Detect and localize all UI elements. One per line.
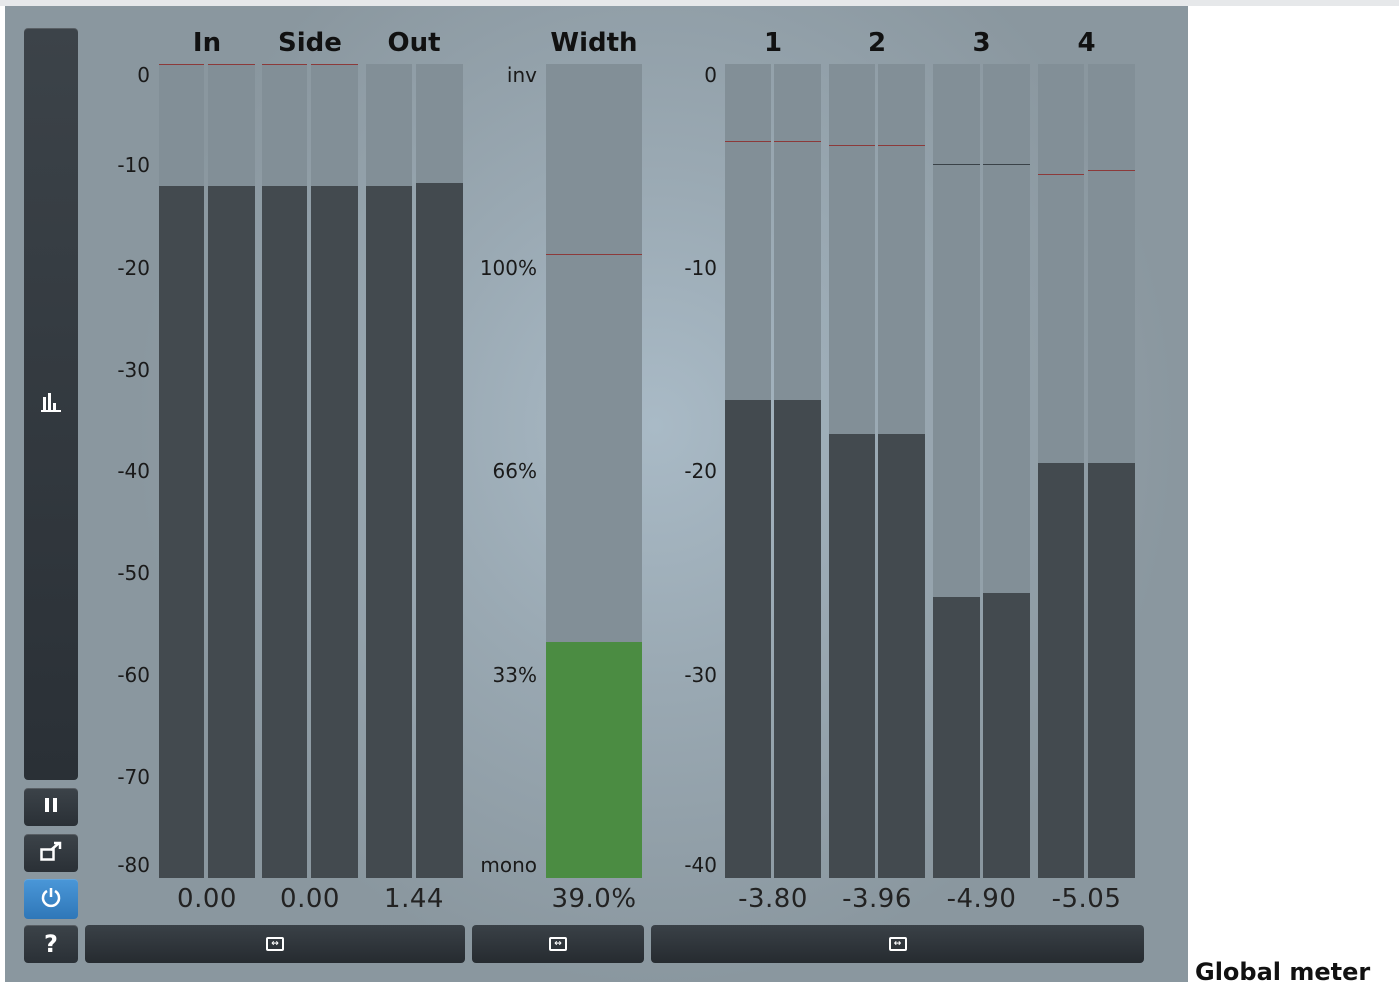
header-in: In	[192, 28, 222, 58]
width-fill	[546, 641, 642, 878]
level-fill	[829, 434, 875, 878]
peak-line	[983, 163, 1030, 165]
pause-icon	[44, 797, 58, 817]
header-band-4: 4	[1077, 28, 1096, 58]
meter-out-left	[366, 64, 412, 878]
meter-band-4-left	[1038, 64, 1084, 878]
help-icon: ?	[44, 930, 58, 958]
scale-tick: -40	[117, 459, 150, 483]
peak-line	[829, 145, 875, 147]
peak-line	[933, 163, 980, 165]
scale-tick: -70	[117, 765, 150, 789]
expand-icon: ↔	[549, 937, 567, 951]
width-scale-tick: 66%	[492, 459, 537, 483]
peak-line	[546, 254, 642, 256]
band-scale-tick: 0	[704, 63, 717, 87]
meter-in-right	[208, 64, 255, 878]
peak-line	[725, 141, 771, 143]
bar-chart-icon	[41, 391, 61, 417]
level-fill	[1088, 462, 1135, 878]
meter-side-right	[311, 64, 358, 878]
level-fill	[983, 593, 1030, 878]
value-in: 0.00	[177, 884, 237, 914]
meter-band-3-left	[933, 64, 980, 878]
header-side: Side	[278, 28, 342, 58]
pause-button[interactable]	[24, 788, 78, 826]
global-meter-caption: Global meter	[1195, 958, 1371, 986]
scale-tick: -30	[117, 358, 150, 382]
top-border	[0, 0, 1399, 6]
expand-icon: ↔	[888, 937, 907, 951]
width-scale-tick: inv	[506, 63, 537, 87]
peak-line	[159, 64, 204, 65]
width-scale-tick: 100%	[479, 256, 537, 280]
meter-in-left	[159, 64, 204, 878]
scale-tick: -50	[117, 561, 150, 585]
peak-line	[774, 141, 821, 143]
level-fill	[1038, 462, 1084, 878]
band-scale-tick: -40	[684, 853, 717, 877]
value-band-1: -3.80	[738, 884, 808, 914]
level-fill	[725, 399, 771, 878]
level-fill	[262, 186, 307, 878]
meter-view-button[interactable]	[24, 28, 78, 780]
header-out: Out	[387, 28, 441, 58]
meter-side-left	[262, 64, 307, 878]
level-fill	[366, 186, 412, 878]
value-out: 1.44	[384, 884, 444, 914]
scale-tick: -80	[117, 853, 150, 877]
width-scale-tick: 33%	[492, 663, 537, 687]
band-scale-tick: -20	[684, 459, 717, 483]
power-button[interactable]	[24, 879, 78, 919]
value-side: 0.00	[280, 884, 340, 914]
header-band-2: 2	[867, 28, 887, 58]
meter-band-2-left	[829, 64, 875, 878]
level-fill	[933, 597, 980, 878]
meter-band-1-left	[725, 64, 771, 878]
peak-line	[878, 145, 925, 147]
peak-line	[311, 64, 358, 65]
band-scale-tick: -10	[684, 256, 717, 280]
meter-out-right	[416, 64, 463, 878]
value-band-3: -4.90	[946, 884, 1017, 914]
scale-tick: -10	[117, 153, 150, 177]
peak-line	[1038, 173, 1084, 175]
value-width: 39.0%	[551, 884, 637, 914]
popout-icon	[40, 841, 62, 865]
value-band-2: -3.96	[842, 884, 912, 914]
peak-line	[208, 64, 255, 65]
header-width: Width	[550, 28, 638, 58]
expand-levels-button[interactable]: ↔	[85, 925, 465, 963]
level-fill	[311, 186, 358, 878]
level-fill	[774, 399, 821, 878]
meter-band-4-right	[1088, 64, 1135, 878]
meter-band-1-right	[774, 64, 821, 878]
peak-line	[262, 64, 307, 65]
level-fill	[208, 186, 255, 878]
scale-tick: 0	[137, 63, 150, 87]
header-band-1: 1	[763, 28, 783, 58]
power-icon	[40, 886, 62, 912]
band-scale-tick: -30	[684, 663, 717, 687]
meter-band-3-right	[983, 64, 1030, 878]
expand-width-button[interactable]: ↔	[472, 925, 644, 963]
scale-tick: -20	[117, 256, 150, 280]
scale-tick: -60	[117, 663, 150, 687]
level-fill	[878, 434, 925, 878]
expand-icon: ↔	[266, 937, 284, 951]
header-band-3: 3	[972, 28, 991, 58]
width-scale-tick: mono	[480, 853, 537, 877]
meter-band-2-right	[878, 64, 925, 878]
popout-button[interactable]	[24, 834, 78, 872]
help-button[interactable]: ?	[24, 925, 78, 963]
level-fill	[416, 183, 463, 878]
value-band-4: -5.05	[1051, 884, 1122, 914]
peak-line	[1088, 169, 1135, 171]
level-fill	[159, 186, 204, 878]
meter-width	[546, 64, 642, 878]
expand-bands-button[interactable]: ↔	[651, 925, 1144, 963]
